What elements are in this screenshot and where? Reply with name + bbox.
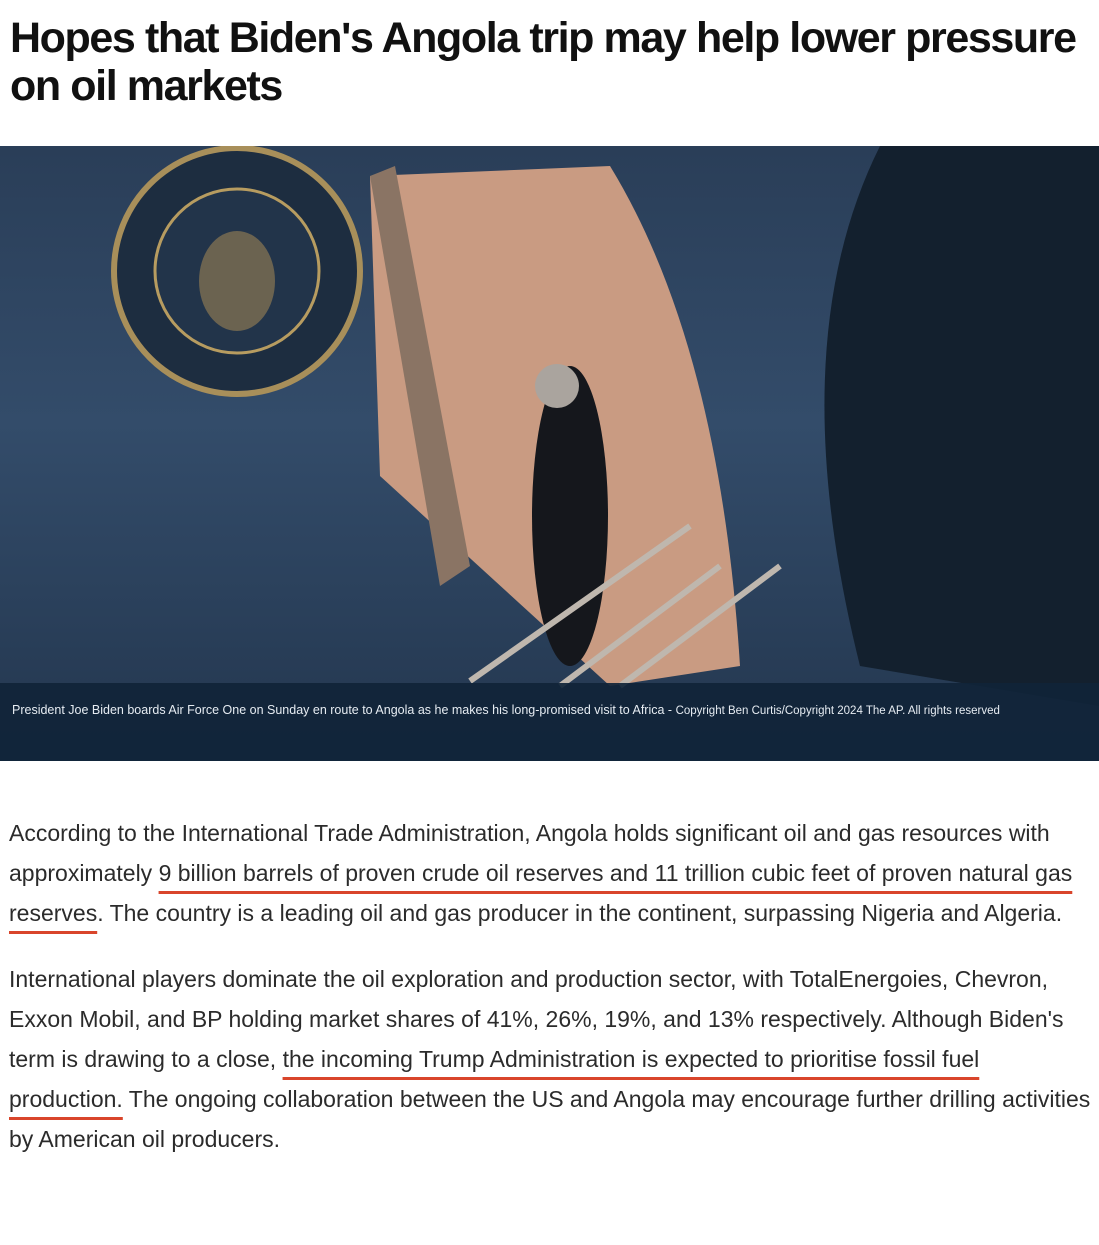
highlighted-text: 9 billion barrels of proven crude oil re… — [9, 860, 1073, 926]
paragraph-text: According to the International Trade Adm… — [9, 820, 1050, 886]
paragraph: According to the International Trade Adm… — [9, 813, 1094, 933]
paragraph-text: The ongoing collaboration between the US… — [9, 1086, 1091, 1152]
photo-credit: Copyright Ben Curtis/Copyright 2024 The … — [675, 705, 1000, 717]
headline: Hopes that Biden's Angola trip may help … — [10, 14, 1077, 110]
paragraph-text: International players dominate the oil e… — [9, 966, 1064, 1072]
caption-text: President Joe Biden boards Air Force One… — [12, 703, 676, 717]
paragraph-text: . The country is a leading oil and gas p… — [97, 900, 1063, 926]
paragraph: International players dominate the oil e… — [9, 959, 1094, 1159]
article-body: According to the International Trade Adm… — [9, 813, 1094, 1185]
photo-caption: President Joe Biden boards Air Force One… — [0, 683, 1099, 761]
air-force-one-illustration — [111, 146, 1099, 706]
highlighted-text: the incoming Trump Administration is exp… — [9, 1046, 980, 1112]
article-photo: President Joe Biden boards Air Force One… — [0, 146, 1099, 761]
